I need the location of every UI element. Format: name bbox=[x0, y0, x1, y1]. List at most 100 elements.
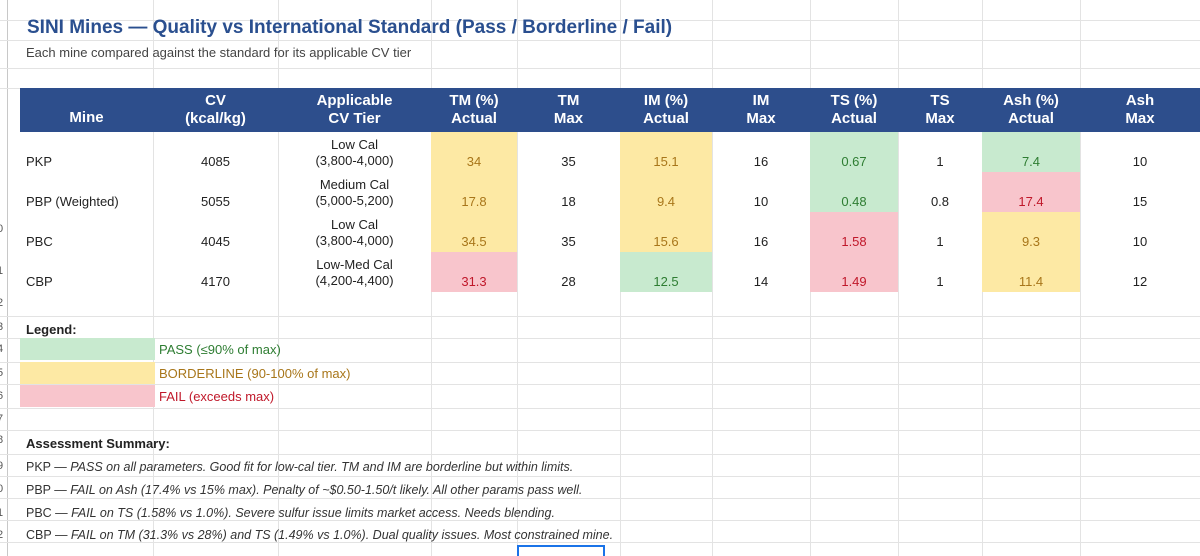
table-cell[interactable]: 0.8 bbox=[898, 172, 982, 212]
table-cell[interactable]: 0.48 bbox=[810, 172, 898, 212]
column-header-text: CV Tier bbox=[328, 110, 381, 127]
column-header-text: Actual bbox=[1008, 110, 1054, 127]
legend-label-border: BORDERLINE (90-100% of max) bbox=[159, 366, 351, 381]
table-cell[interactable]: 31.3 bbox=[431, 252, 517, 292]
table-cell[interactable]: Low Cal (3,800-4,000) bbox=[278, 132, 431, 172]
table-cell[interactable]: 28 bbox=[517, 252, 620, 292]
table-cell[interactable]: Low-Med Cal (4,200-4,400) bbox=[278, 252, 431, 292]
tier-range: (4,200-4,400) bbox=[315, 273, 394, 288]
table-cell[interactable]: 18 bbox=[517, 172, 620, 212]
summary-line: PBP — FAIL on Ash (17.4% vs 15% max). Pe… bbox=[26, 483, 582, 497]
table-cell[interactable]: 35 bbox=[517, 212, 620, 252]
cell-value: 9.4 bbox=[656, 194, 676, 209]
table-cell[interactable]: 1 bbox=[898, 212, 982, 252]
row-number[interactable]: 4 bbox=[0, 343, 4, 355]
table-cell[interactable]: 9.4 bbox=[620, 172, 712, 212]
column-header: TM (%) Actual bbox=[431, 88, 517, 132]
table-cell[interactable]: 1.58 bbox=[810, 212, 898, 252]
column-header-text: Max bbox=[553, 110, 584, 127]
table-cell[interactable]: 4170 bbox=[153, 252, 278, 292]
table-cell[interactable]: PBC bbox=[20, 212, 153, 252]
cell-value: 7.4 bbox=[1021, 154, 1041, 169]
row-number[interactable]: 6 bbox=[0, 390, 4, 402]
table-cell[interactable]: 14 bbox=[712, 252, 810, 292]
summary-mine: PBC — bbox=[26, 506, 72, 520]
table-cell[interactable]: CBP bbox=[20, 252, 153, 292]
row-number[interactable]: 3 bbox=[0, 321, 4, 333]
table-cell[interactable]: Low Cal (3,800-4,000) bbox=[278, 212, 431, 252]
row-number[interactable]: 8 bbox=[0, 434, 4, 446]
cell-value: 16 bbox=[753, 154, 769, 169]
cell-value: PKP bbox=[26, 154, 53, 169]
table-cell[interactable]: 15.6 bbox=[620, 212, 712, 252]
summary-line: PBC — FAIL on TS (1.58% vs 1.0%). Severe… bbox=[26, 506, 555, 520]
table-cell[interactable]: 11.4 bbox=[982, 252, 1080, 292]
table-cell[interactable]: 4085 bbox=[153, 132, 278, 172]
table-cell[interactable]: 15 bbox=[1080, 172, 1200, 212]
table-cell[interactable]: 10 bbox=[712, 172, 810, 212]
table-cell[interactable]: 1 bbox=[898, 132, 982, 172]
table-cell[interactable]: 1 bbox=[898, 252, 982, 292]
table-cell[interactable]: 17.8 bbox=[431, 172, 517, 212]
row-number[interactable]: 0 bbox=[0, 223, 4, 235]
table-cell[interactable]: 34 bbox=[431, 132, 517, 172]
table-cell[interactable]: 12 bbox=[1080, 252, 1200, 292]
cell-value: 4085 bbox=[201, 154, 230, 169]
table-cell[interactable]: Medium Cal (5,000-5,200) bbox=[278, 172, 431, 212]
cell-value: 17.8 bbox=[461, 194, 487, 209]
column-header-text: TM bbox=[557, 92, 580, 109]
selected-cell[interactable] bbox=[517, 545, 605, 556]
table-cell[interactable]: 16 bbox=[712, 132, 810, 172]
row-number[interactable]: 1 bbox=[0, 507, 4, 519]
grid-row-line bbox=[0, 476, 1200, 477]
grid-row-line bbox=[0, 454, 1200, 455]
cell-value: 16 bbox=[753, 234, 769, 249]
cell-value: 10 bbox=[753, 194, 769, 209]
table-cell[interactable]: 1.49 bbox=[810, 252, 898, 292]
column-header: Ash Max bbox=[1080, 88, 1200, 132]
cell-value: 1.58 bbox=[841, 234, 867, 249]
table-cell[interactable]: 15.1 bbox=[620, 132, 712, 172]
cell-value: 28 bbox=[561, 274, 576, 289]
grid-row-line bbox=[0, 68, 1200, 69]
summary-line: PKP — PASS on all parameters. Good fit f… bbox=[26, 460, 573, 474]
column-header: IM Max bbox=[712, 88, 810, 132]
tier-name: Low Cal bbox=[331, 137, 378, 152]
table-cell[interactable]: 10 bbox=[1080, 212, 1200, 252]
table-cell[interactable]: 4045 bbox=[153, 212, 278, 252]
row-number[interactable]: 5 bbox=[0, 367, 4, 379]
table-cell[interactable]: 34.5 bbox=[431, 212, 517, 252]
table-cell[interactable]: 12.5 bbox=[620, 252, 712, 292]
table-cell[interactable]: 5055 bbox=[153, 172, 278, 212]
cell-value: 12.5 bbox=[653, 274, 679, 289]
row-number[interactable]: 9 bbox=[0, 460, 4, 472]
tier-name: Medium Cal bbox=[319, 177, 390, 192]
column-header-text: TS (%) bbox=[830, 92, 878, 109]
cell-value: 0.67 bbox=[841, 154, 867, 169]
sheet-title: SINI Mines — Quality vs International St… bbox=[27, 17, 673, 38]
tier-name: Low Cal bbox=[331, 217, 378, 232]
table-cell[interactable]: 9.3 bbox=[982, 212, 1080, 252]
grid-row-line bbox=[0, 430, 1200, 431]
cell-value: 5055 bbox=[201, 194, 230, 209]
table-cell[interactable]: PBP (Weighted) bbox=[20, 172, 153, 212]
table-cell[interactable]: PKP bbox=[20, 132, 153, 172]
cell-value: 15.1 bbox=[653, 154, 679, 169]
row-number[interactable]: 0 bbox=[0, 483, 4, 495]
table-cell[interactable]: 10 bbox=[1080, 132, 1200, 172]
row-number[interactable]: 2 bbox=[0, 297, 4, 309]
cell-value: 1 bbox=[936, 234, 944, 249]
row-number[interactable]: 1 bbox=[0, 265, 4, 277]
table-cell[interactable]: 0.67 bbox=[810, 132, 898, 172]
table-cell[interactable]: 7.4 bbox=[982, 132, 1080, 172]
table-cell[interactable]: 17.4 bbox=[982, 172, 1080, 212]
table-cell[interactable]: 35 bbox=[517, 132, 620, 172]
column-header-text: Actual bbox=[643, 110, 689, 127]
column-header: Ash (%) Actual bbox=[982, 88, 1080, 132]
row-number[interactable]: 7 bbox=[0, 413, 4, 425]
grid-col-line bbox=[898, 0, 899, 556]
table-cell[interactable]: 16 bbox=[712, 212, 810, 252]
column-header: Applicable CV Tier bbox=[278, 88, 431, 132]
row-number[interactable]: 2 bbox=[0, 529, 4, 541]
grid-col-line bbox=[712, 0, 713, 556]
